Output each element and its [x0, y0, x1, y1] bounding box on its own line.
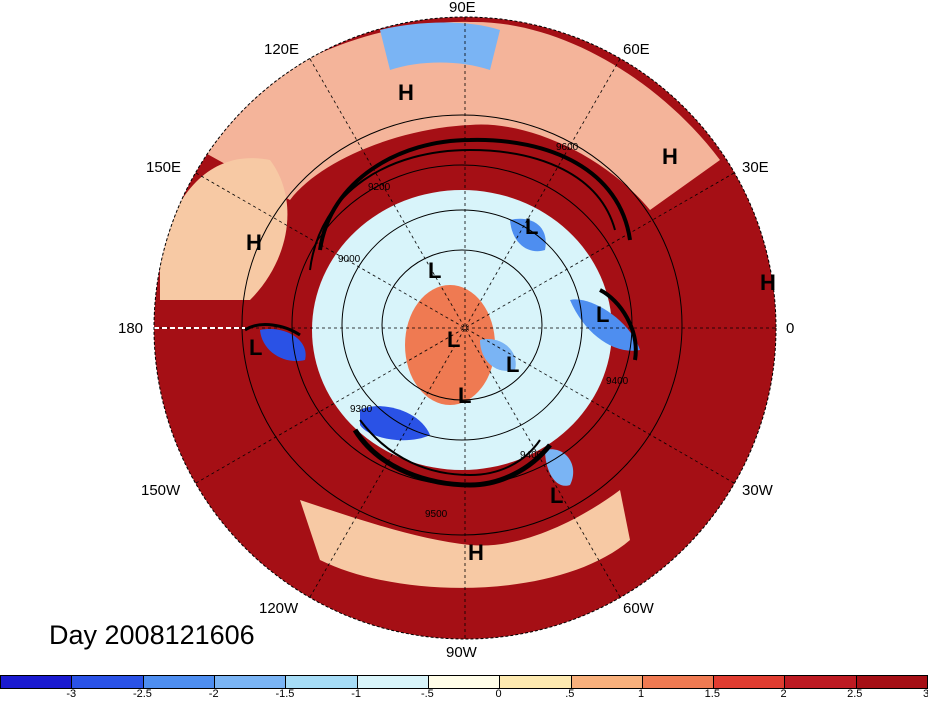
colorbar-tick-label: .5	[565, 688, 575, 700]
contour-label: 9500	[425, 509, 448, 520]
colorbar-swatch	[571, 676, 643, 688]
anomaly-region-north	[200, 21, 720, 210]
globe-outline	[153, 16, 777, 640]
contour-label: 9400	[520, 450, 543, 461]
high-pressure-marker: H	[398, 80, 414, 105]
low-pressure-marker: L	[550, 483, 564, 508]
height-contour-4	[241, 114, 683, 536]
lon-label-60e: 60E	[623, 41, 650, 58]
anomaly-region-northwest	[160, 158, 288, 300]
jet-contour-east	[599, 288, 638, 361]
lon-label-150e: 150E	[146, 159, 182, 176]
low-pressure-marker: L	[249, 335, 263, 360]
anomaly-blue-patch-2	[510, 218, 546, 252]
jet-contour-south-2	[359, 419, 541, 477]
contour-label: 9300	[350, 404, 373, 415]
height-contour-1	[291, 164, 633, 486]
colorbar-swatch	[714, 676, 786, 688]
colorbar-swatch	[785, 676, 857, 688]
lon-label-30w: 30W	[742, 482, 773, 499]
colorbar-swatch	[642, 676, 715, 688]
meridian-150e	[195, 172, 735, 484]
colorbar-tick-label: -1.5	[275, 688, 295, 700]
colorbar-swatch	[72, 676, 144, 688]
anomaly-blue-patch-3	[570, 299, 640, 351]
anomaly-south-pale	[300, 490, 630, 588]
high-pressure-marker: H	[246, 230, 262, 255]
colorbar-tick-label: -3	[66, 688, 77, 700]
contour-label: 9200	[368, 182, 391, 193]
colorbar-tick-label: 3	[922, 688, 928, 700]
contour-label: 9400	[606, 376, 629, 387]
anomaly-southeast-blue	[545, 449, 574, 486]
meridian-60e	[309, 58, 621, 598]
colorbar-tick-label: -2	[208, 688, 219, 700]
lon-label-30e: 30E	[742, 159, 769, 176]
colorbar-swatch	[500, 676, 572, 688]
colorbar-tick-label: 0	[495, 688, 502, 700]
colorbar-swatch	[428, 676, 501, 688]
contour-label: 9600	[556, 142, 579, 153]
height-contour-2	[341, 209, 583, 441]
lon-label-120w: 120W	[259, 600, 299, 617]
colorbar-tick-label: 2	[780, 688, 787, 700]
low-pressure-marker: L	[506, 352, 520, 377]
colorbar-swatch	[357, 676, 429, 688]
low-pressure-marker: L	[428, 258, 442, 283]
meridian-30e	[195, 172, 735, 484]
anomaly-region-north-blue	[380, 22, 500, 70]
colorbar-swatch	[143, 676, 215, 688]
lon-label-0: 0	[786, 320, 795, 337]
colorbar-swatch	[286, 676, 358, 688]
lon-label-120e: 120E	[264, 41, 300, 58]
anomaly-blue-patch-5	[480, 339, 516, 371]
meridian-120e	[309, 58, 621, 598]
height-contour-3	[381, 249, 543, 401]
lon-label-90e: 90E	[449, 0, 476, 16]
contour-label: 9000	[338, 254, 361, 265]
colorbar-swatch	[214, 676, 287, 688]
colorbar-swatch	[1, 676, 73, 688]
colorbar-tick-label: -.5	[420, 688, 434, 700]
jet-contour-north-2	[309, 148, 616, 271]
high-pressure-marker: H	[468, 540, 484, 565]
map-date-title: Day 2008121606	[49, 620, 255, 650]
colorbar-tick-label: 2.5	[847, 688, 863, 700]
colorbar-tick-label: 1	[638, 688, 645, 700]
anomaly-blue-patch-1	[360, 406, 430, 441]
low-pressure-marker: L	[596, 302, 610, 327]
colorbar-tick-label: -2.5	[132, 688, 152, 700]
colorbar-tick-label: -1	[351, 688, 362, 700]
lon-label-150w: 150W	[141, 482, 181, 499]
jet-contour-north	[318, 137, 632, 251]
lon-label-60w: 60W	[623, 600, 654, 617]
low-pressure-marker: L	[525, 214, 539, 239]
low-pressure-marker: L	[458, 383, 472, 408]
jet-contour-west	[244, 323, 301, 337]
high-pressure-marker: H	[760, 270, 776, 295]
colorbar-swatch	[856, 676, 928, 688]
lon-label-90w: 90W	[446, 644, 477, 661]
colorbar-tick-label: 1.5	[704, 688, 720, 700]
colorbar	[0, 675, 928, 689]
low-pressure-marker: L	[447, 327, 461, 352]
high-pressure-marker: H	[662, 144, 678, 169]
lon-label-180: 180	[118, 320, 144, 337]
